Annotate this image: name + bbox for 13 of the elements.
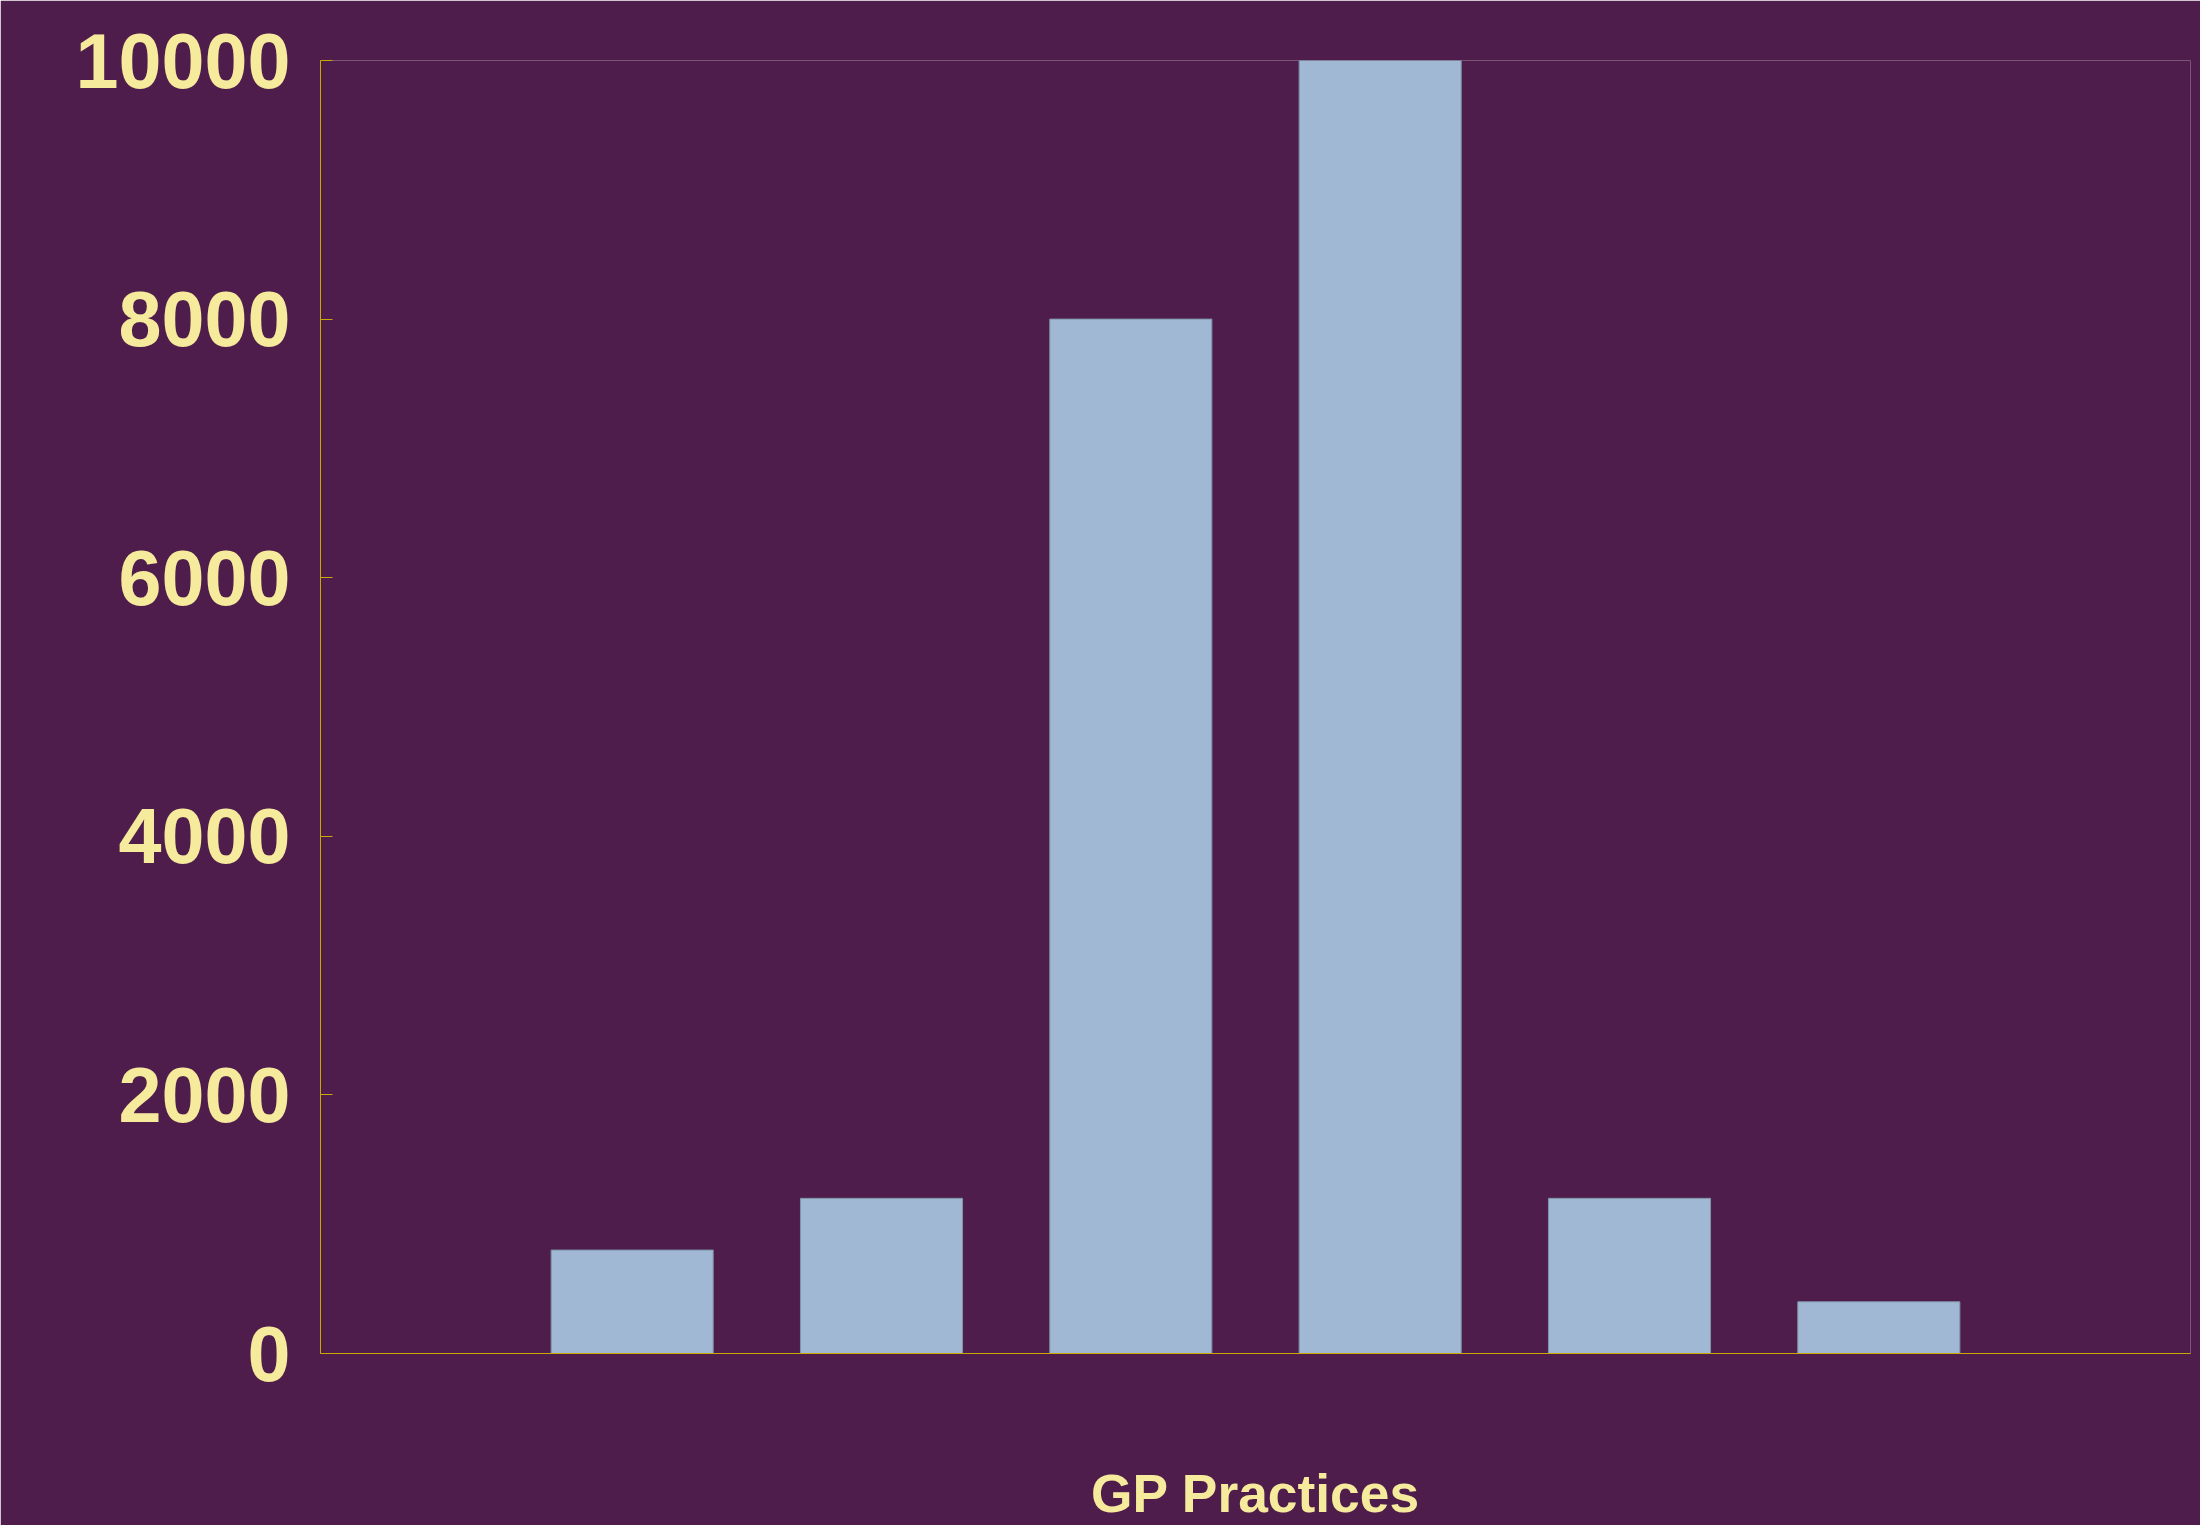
bar (1298, 60, 1462, 1354)
bar (1049, 318, 1213, 1354)
bar (1547, 1197, 1712, 1354)
y-tick-label: 10000 (75, 17, 291, 104)
bar (550, 1249, 714, 1354)
y-tick-label: 4000 (118, 793, 291, 880)
y-tick-label: 2000 (118, 1051, 291, 1138)
x-axis-title: GP Practices (1090, 1463, 1420, 1523)
bar (1797, 1301, 1961, 1354)
y-tick-label: 8000 (118, 276, 291, 363)
y-tick-label: 6000 (118, 534, 291, 621)
y-tick-label: 0 (247, 1310, 291, 1397)
bar (799, 1197, 964, 1354)
